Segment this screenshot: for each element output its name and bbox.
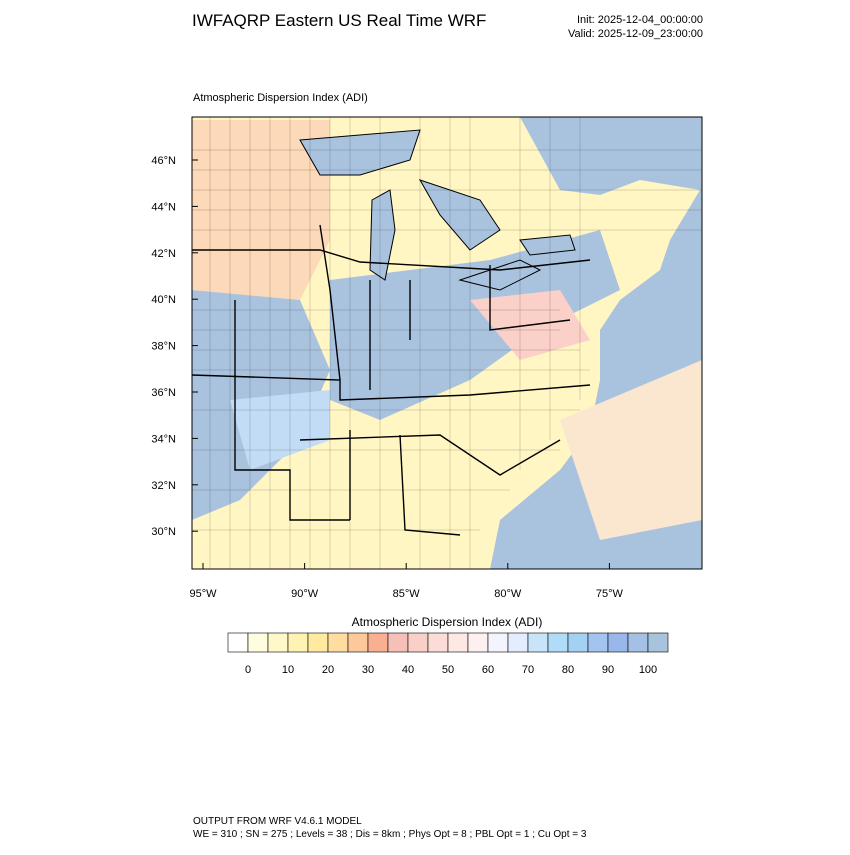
lon-label: 80°W: [494, 588, 522, 600]
colorbar-box: [547, 632, 569, 653]
lat-label: 38°N: [151, 341, 176, 353]
colorbar-box: [587, 632, 609, 653]
colorbar: 0 10 20 30 40 50 60 70 80 90 100: [227, 632, 669, 676]
colorbar-label: 60: [482, 664, 494, 676]
colorbar-box: [267, 632, 289, 653]
colorbar-box: [427, 632, 449, 653]
lon-label: 85°W: [393, 588, 421, 600]
colorbar-label: 30: [362, 664, 374, 676]
lon-labels: 95°W 90°W 85°W 80°W 75°W: [189, 563, 624, 600]
colorbar-box: [387, 632, 409, 653]
lat-label: 34°N: [151, 433, 176, 445]
colorbar-box: [287, 632, 309, 653]
lat-label: 46°N: [151, 155, 176, 167]
colorbar-label: 80: [562, 664, 574, 676]
lat-labels: 46°N 44°N 42°N 40°N 38°N 36°N 34°N 32°N 30°N: [151, 155, 198, 538]
colorbar-box: [467, 632, 489, 653]
colorbar-label: 40: [402, 664, 414, 676]
footer-line: OUTPUT FROM WRF V4.6.1 MODEL: [193, 816, 362, 827]
colorbar-box: [227, 632, 249, 653]
colorbar-box: [487, 632, 509, 653]
colorbar-box: [367, 632, 389, 653]
colorbar-label: 0: [245, 664, 251, 676]
lat-label: 36°N: [151, 387, 176, 399]
colorbar-box: [407, 632, 429, 653]
init-time: Init: 2025-12-04_00:00:00: [577, 14, 703, 26]
colorbar-label: 90: [602, 664, 614, 676]
colorbar-title: Atmospheric Dispersion Index (ADI): [352, 615, 543, 629]
map-frame: [191, 116, 703, 570]
colorbar-box: [507, 632, 529, 653]
map: [192, 117, 702, 569]
colorbar-label: 50: [442, 664, 454, 676]
colorbar-label: 70: [522, 664, 534, 676]
lon-label: 90°W: [291, 588, 319, 600]
lat-label: 42°N: [151, 248, 176, 260]
colorbar-label: 20: [322, 664, 334, 676]
lat-label: 30°N: [151, 526, 176, 538]
colorbar-box: [247, 632, 269, 653]
lon-label: 75°W: [596, 588, 624, 600]
colorbar-box: [327, 632, 349, 653]
colorbar-box: [347, 632, 369, 653]
lon-label: 95°W: [189, 588, 217, 600]
colorbar-label: 100: [639, 664, 657, 676]
map-title: Atmospheric Dispersion Index (ADI): [193, 92, 368, 104]
colorbar-label: 10: [282, 664, 294, 676]
colorbar-box: [527, 632, 549, 653]
lat-label: 40°N: [151, 294, 176, 306]
colorbar-box: [447, 632, 469, 653]
footer-line: WE = 310 ; SN = 275 ; Levels = 38 ; Dis …: [193, 829, 587, 840]
lat-label: 44°N: [151, 201, 176, 213]
lat-label: 32°N: [151, 480, 176, 492]
title: IWFAQRP Eastern US Real Time WRF: [192, 11, 486, 30]
colorbar-box: [307, 632, 329, 653]
valid-time: Valid: 2025-12-09_23:00:00: [568, 28, 703, 40]
colorbar-box: [627, 632, 649, 653]
colorbar-box: [607, 632, 629, 653]
colorbar-box: [567, 632, 589, 653]
colorbar-box: [647, 632, 669, 653]
